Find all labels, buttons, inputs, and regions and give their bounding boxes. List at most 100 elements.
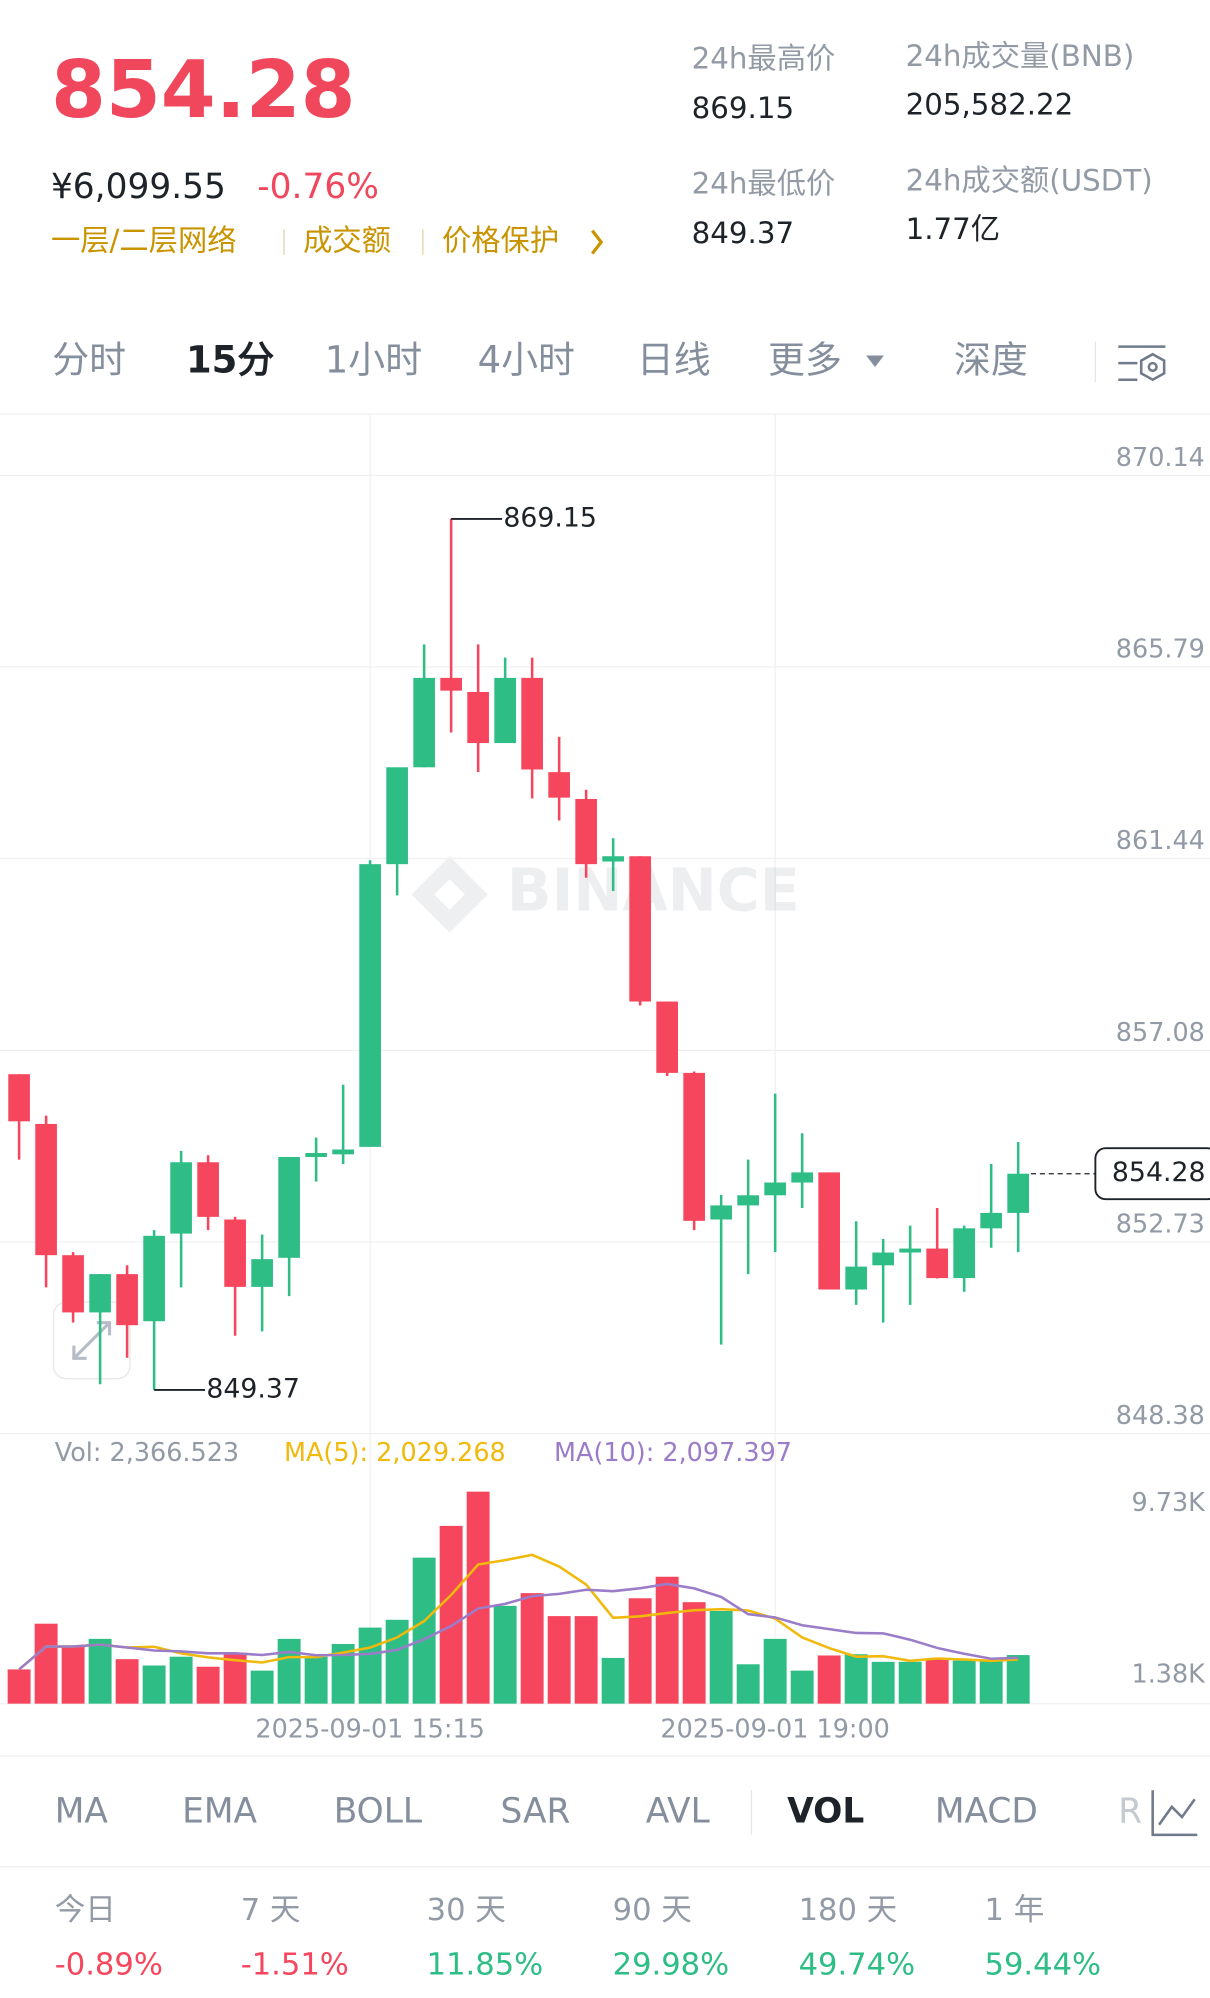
candle-body bbox=[197, 1162, 219, 1217]
indicator-settings-icon[interactable] bbox=[1151, 1790, 1198, 1837]
y-tick-label: 852.73 bbox=[1116, 1209, 1205, 1239]
candle-body bbox=[143, 1235, 165, 1322]
x-tick-label: 2025-09-01 15:15 bbox=[255, 1714, 484, 1744]
candle-body bbox=[251, 1259, 273, 1287]
last-price-tag bbox=[1094, 1147, 1210, 1201]
last-price-label: 854.28 bbox=[1112, 1157, 1206, 1188]
timeframe-tab[interactable]: 日线 bbox=[637, 338, 711, 381]
volume-legend: MA(5): 2,029.268 bbox=[284, 1438, 506, 1468]
timeframe-tab[interactable]: 更多 bbox=[768, 338, 842, 381]
indicator-tab[interactable]: MACD bbox=[935, 1792, 1038, 1832]
timeframe-tab[interactable]: 深度 bbox=[954, 338, 1028, 381]
candle-body bbox=[413, 677, 435, 768]
link[interactable]: 价格保护 bbox=[442, 224, 559, 258]
candle-body bbox=[332, 1149, 354, 1155]
volume-bar bbox=[304, 1656, 328, 1704]
performance-value: -1.51% bbox=[241, 1948, 349, 1983]
candle-body bbox=[953, 1228, 976, 1279]
performance-value: 49.74% bbox=[799, 1948, 916, 1983]
indicator-tab[interactable]: BOLL bbox=[334, 1792, 422, 1832]
volume-bar bbox=[412, 1557, 436, 1704]
candle-body bbox=[818, 1172, 840, 1290]
volume-bar bbox=[574, 1616, 598, 1704]
candle-body bbox=[494, 677, 516, 744]
watermark: BINANCE bbox=[507, 857, 800, 925]
candle-body bbox=[62, 1255, 84, 1313]
ma5-line bbox=[18, 1553, 1019, 1671]
performance-label: 今日 bbox=[55, 1893, 116, 1928]
volume-bar bbox=[196, 1666, 220, 1704]
indicator-tab[interactable]: R bbox=[1118, 1792, 1142, 1832]
indicator-tab[interactable]: SAR bbox=[501, 1792, 571, 1832]
volume-bar bbox=[223, 1652, 247, 1704]
candle-body bbox=[980, 1212, 1003, 1229]
candle-body bbox=[467, 691, 489, 744]
settings-icon[interactable] bbox=[1118, 345, 1166, 382]
candle-body bbox=[629, 856, 651, 1002]
timeframe-tab[interactable]: 4小时 bbox=[478, 338, 575, 381]
volume-bar bbox=[709, 1610, 733, 1704]
performance-label: 7 天 bbox=[241, 1893, 301, 1928]
volume-bar bbox=[493, 1605, 517, 1704]
dropdown-arrow bbox=[866, 355, 884, 367]
volume-bar bbox=[466, 1491, 490, 1704]
timeframe-tab[interactable]: 1小时 bbox=[325, 338, 422, 381]
y-tick-label: 857.08 bbox=[1116, 1018, 1205, 1048]
y-tick-label: 861.44 bbox=[1116, 826, 1205, 856]
volume-bar bbox=[169, 1656, 193, 1704]
volume-bar bbox=[682, 1602, 706, 1704]
performance-label: 1 年 bbox=[985, 1893, 1045, 1928]
indicator-tab[interactable]: AVL bbox=[646, 1792, 710, 1832]
stat-label: 24h最高价 bbox=[692, 41, 836, 75]
candle-body bbox=[116, 1274, 138, 1326]
volume-bar bbox=[601, 1657, 625, 1704]
volume-bar bbox=[952, 1660, 976, 1704]
candle-body bbox=[764, 1182, 786, 1196]
timeframe-tab[interactable]: 分时 bbox=[52, 338, 126, 381]
candle-body bbox=[359, 864, 381, 1147]
candle-body bbox=[872, 1252, 894, 1266]
low-label: 849.37 bbox=[206, 1373, 300, 1404]
indicator-tab[interactable]: MA bbox=[55, 1792, 109, 1832]
performance-value: 29.98% bbox=[613, 1948, 730, 1983]
volume-bar bbox=[520, 1593, 544, 1704]
candle-body bbox=[521, 677, 543, 770]
candle-body bbox=[35, 1123, 57, 1256]
candle-body bbox=[89, 1274, 111, 1313]
candle-body bbox=[791, 1172, 813, 1183]
indicator-tab[interactable]: VOL bbox=[787, 1792, 864, 1832]
link[interactable]: 一层/二层网络 bbox=[51, 224, 237, 258]
candle-body bbox=[926, 1248, 949, 1279]
candle-body bbox=[548, 772, 570, 798]
candle-body bbox=[899, 1248, 922, 1253]
watermark-logo bbox=[411, 856, 488, 933]
y-tick-label: 870.14 bbox=[1116, 443, 1205, 473]
volume-tick-label: 1.38K bbox=[1131, 1659, 1206, 1689]
volume-bar bbox=[115, 1659, 139, 1704]
indicator-tab[interactable]: EMA bbox=[182, 1792, 257, 1832]
performance-value: 59.44% bbox=[985, 1948, 1102, 1983]
candle-body bbox=[170, 1162, 192, 1234]
stat-label: 24h最低价 bbox=[692, 166, 836, 200]
volume-bar bbox=[358, 1627, 382, 1704]
stat-value: 869.15 bbox=[692, 91, 794, 125]
timeframe-tab[interactable]: 15分 bbox=[186, 338, 274, 381]
link[interactable]: 成交额 bbox=[303, 224, 391, 258]
candle-body bbox=[386, 767, 408, 865]
chevron bbox=[591, 229, 604, 255]
volume-bar bbox=[250, 1670, 274, 1704]
volume-bar bbox=[898, 1661, 922, 1704]
volume-bar bbox=[547, 1616, 571, 1704]
volume-bar bbox=[817, 1655, 841, 1704]
performance-label: 30 天 bbox=[427, 1893, 506, 1928]
volume-bar bbox=[763, 1638, 787, 1704]
stat-label: 24h成交量(BNB) bbox=[906, 39, 1135, 73]
candle-body bbox=[656, 1001, 678, 1073]
high-label: 869.15 bbox=[503, 502, 597, 533]
candle-body bbox=[278, 1156, 300, 1258]
x-tick-label: 2025-09-01 19:00 bbox=[660, 1714, 889, 1744]
cny-price: ¥6,099.55 bbox=[51, 167, 226, 207]
volume-tick-label: 9.73K bbox=[1131, 1488, 1206, 1518]
